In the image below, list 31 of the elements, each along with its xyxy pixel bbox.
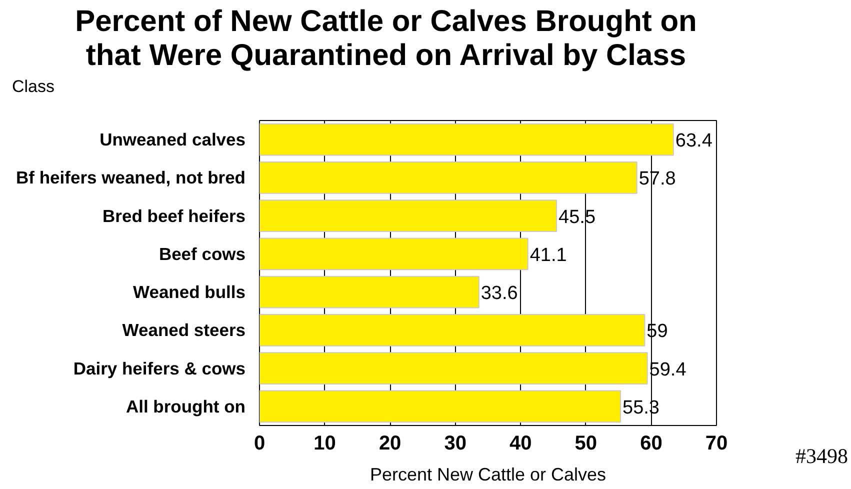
y-tick-label: Bred beef heifers <box>102 206 246 226</box>
x-tick-label: 40 <box>510 432 532 454</box>
data-label: 33.6 <box>480 283 518 304</box>
bar <box>260 162 638 194</box>
bar <box>260 276 480 308</box>
data-label: 63.4 <box>675 130 713 152</box>
data-label: 41.1 <box>530 244 567 266</box>
x-tick-label: 0 <box>254 432 266 454</box>
y-tick-label: All brought on <box>126 396 246 416</box>
y-tick-label: Dairy heifers & cows <box>73 358 246 378</box>
text: #3498 <box>796 444 848 468</box>
bar <box>260 200 558 232</box>
x-tick-label: 10 <box>314 432 336 454</box>
x-tick-label: 20 <box>378 432 402 454</box>
bar <box>260 390 622 423</box>
bar <box>260 352 648 384</box>
y-tick-label: Weaned bulls <box>133 282 246 302</box>
y-tick-label: Weaned steers <box>122 320 246 340</box>
bar <box>260 123 674 156</box>
y-tick-label: Beef cows <box>158 244 246 264</box>
x-axis-title: Percent New Cattle or Calves <box>370 464 606 484</box>
y-axis-title: Class <box>12 77 55 96</box>
y-tick-label: Bf heifers weaned, not bred <box>16 168 246 188</box>
x-tick-label: 50 <box>574 432 598 454</box>
chart-title: Percent of New Cattle or Calves Brought on that Were Quarantined on Arrival by Class <box>74 5 698 73</box>
bar <box>260 314 646 346</box>
bar <box>260 238 528 270</box>
x-tick-label: 30 <box>444 432 466 454</box>
x-tick-label: 70 <box>705 432 728 454</box>
x-tick-label: 60 <box>640 432 662 454</box>
y-tick-label: Unweaned calves <box>100 130 246 150</box>
